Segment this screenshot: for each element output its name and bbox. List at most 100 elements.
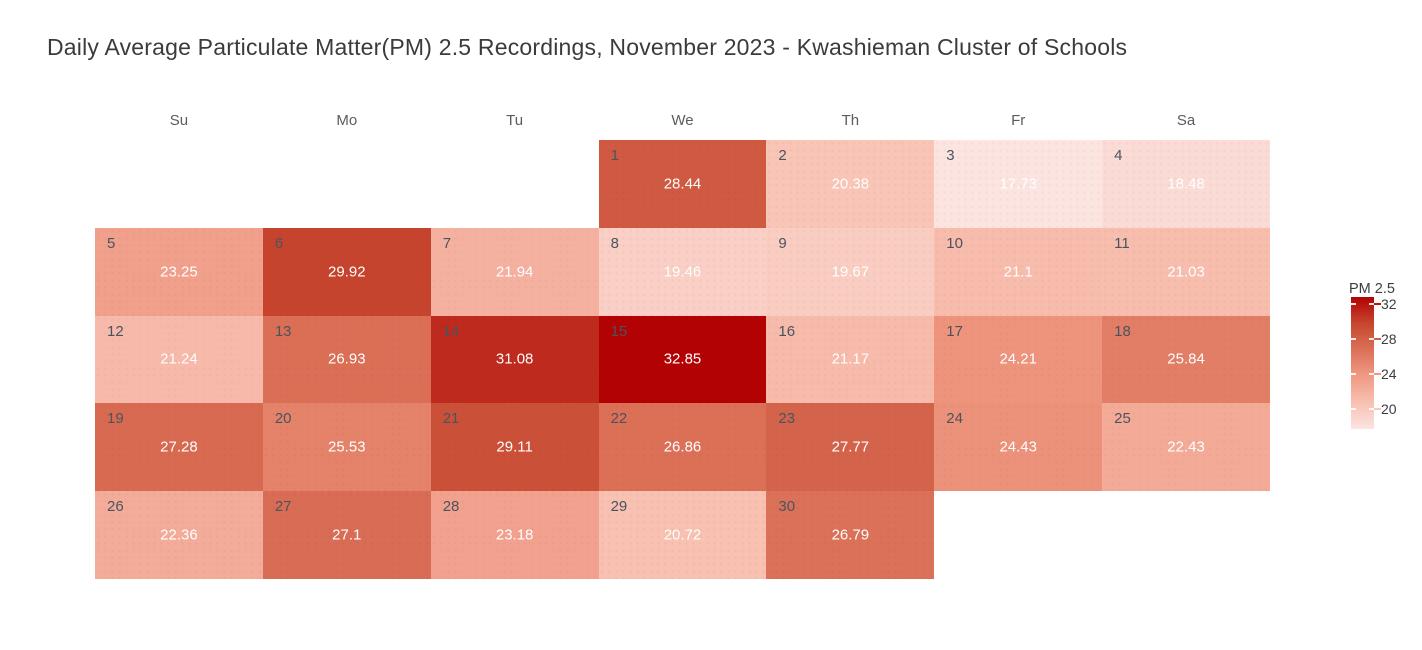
pm25-value: 27.77 — [831, 438, 870, 456]
pm25-value: 28.44 — [663, 175, 702, 193]
calendar-cell-day-7[interactable]: 7 21.94 — [430, 227, 599, 316]
calendar-cell-day-19[interactable]: 19 27.28 — [95, 403, 263, 492]
calendar-cell-day-29[interactable]: 29 20.72 — [598, 491, 767, 579]
day-number: 1 — [610, 147, 619, 164]
weekday-header-th: Th — [841, 112, 860, 129]
pm25-value: 24.21 — [999, 350, 1037, 368]
legend-tick-dash-left — [1351, 373, 1356, 376]
calendar-cell-day-5[interactable]: 5 23.25 — [95, 227, 263, 316]
calendar-cell-day-13[interactable]: 13 26.93 — [262, 315, 431, 404]
day-number: 24 — [946, 410, 963, 428]
pm25-value: 31.08 — [495, 350, 534, 368]
legend-tick-mark — [1374, 373, 1381, 376]
pm25-value: 21.03 — [1167, 263, 1205, 281]
legend-tick-mark — [1374, 303, 1381, 306]
day-number: 26 — [107, 498, 124, 516]
weekday-header-su: Su — [169, 112, 189, 129]
calendar-cell-day-24[interactable]: 24 24.43 — [934, 403, 1103, 492]
pm25-value: 20.38 — [831, 175, 870, 193]
calendar-cell-day-1[interactable]: 1 28.44 — [598, 140, 767, 228]
weekday-header-mo: Mo — [336, 112, 358, 129]
day-number: 29 — [610, 498, 628, 516]
calendar-cell-day-23[interactable]: 23 27.77 — [766, 403, 935, 492]
day-number: 25 — [1114, 410, 1131, 428]
weekday-header-fr: Fr — [1011, 112, 1026, 129]
legend-tick-dash-left — [1351, 303, 1356, 306]
legend-tick-dash-left — [1351, 408, 1356, 411]
calendar-cell-day-10[interactable]: 10 21.1 — [934, 227, 1103, 316]
calendar-cell-day-15[interactable]: 15 32.85 — [598, 315, 767, 404]
calendar-heatmap-grid: 1 28.44 2 20.38 3 17.73 4 18.48 5 23.25 6 29.92 7 21.… — [95, 140, 1270, 579]
legend-tick-dash-right — [1369, 303, 1374, 306]
legend-tick-label: 24 — [1381, 366, 1397, 383]
pm25-value: 27.28 — [160, 438, 198, 456]
calendar-cell-day-11[interactable]: 11 21.03 — [1102, 227, 1270, 316]
day-number: 13 — [274, 322, 292, 340]
weekday-header-tu: Tu — [506, 112, 524, 129]
pm25-value: 21.1 — [1003, 263, 1033, 281]
calendar-cell-day-22[interactable]: 22 26.86 — [598, 403, 767, 492]
day-number: 28 — [442, 498, 460, 516]
colorbar-gradient — [1351, 297, 1374, 429]
chart-title: Daily Average Particulate Matter(PM) 2.5… — [47, 34, 1128, 60]
pm25-value: 27.1 — [332, 526, 362, 544]
day-number: 11 — [1114, 234, 1130, 252]
calendar-cell-day-9[interactable]: 9 19.67 — [766, 227, 935, 316]
pm25-value: 25.53 — [328, 438, 366, 456]
calendar-cell-day-8[interactable]: 8 19.46 — [598, 227, 767, 316]
day-number: 19 — [107, 410, 124, 428]
pm25-value: 19.67 — [831, 263, 870, 281]
calendar-cell-day-28[interactable]: 28 23.18 — [430, 491, 599, 579]
calendar-cell-day-6[interactable]: 6 29.92 — [262, 227, 431, 316]
day-number: 22 — [610, 410, 628, 428]
day-number: 14 — [442, 322, 460, 340]
day-number: 21 — [442, 410, 460, 428]
day-number: 23 — [778, 410, 796, 428]
day-number: 4 — [1114, 147, 1123, 164]
legend-tick-mark — [1374, 408, 1381, 411]
calendar-cell-day-12[interactable]: 12 21.24 — [95, 315, 263, 404]
calendar-cell-day-20[interactable]: 20 25.53 — [262, 403, 431, 492]
calendar-cell-day-3[interactable]: 3 17.73 — [934, 140, 1103, 228]
pm25-value: 23.25 — [160, 263, 198, 281]
legend-tick-label: 28 — [1381, 331, 1397, 348]
day-number: 6 — [274, 234, 284, 252]
colorbar-legend: PM 2.5 32 28 24 20 — [1347, 281, 1422, 429]
day-number: 3 — [946, 147, 955, 164]
calendar-cell-day-16[interactable]: 16 21.17 — [766, 315, 935, 404]
calendar-cell-day-21[interactable]: 21 29.11 — [430, 403, 599, 492]
pm25-value: 26.86 — [663, 438, 702, 456]
legend-tick-dash-right — [1369, 338, 1374, 341]
weekday-header-we: We — [671, 112, 694, 129]
day-number: 5 — [107, 234, 116, 252]
calendar-cell-day-17[interactable]: 17 24.21 — [934, 315, 1103, 404]
pm25-value: 22.43 — [1167, 438, 1205, 456]
weekday-header-row: Su Mo Tu We Th Fr Sa — [95, 112, 1270, 129]
weekday-header-sa: Sa — [1176, 112, 1196, 129]
pm25-value: 25.84 — [1167, 350, 1205, 368]
pm25-value: 26.79 — [831, 526, 870, 544]
day-number: 30 — [778, 498, 796, 516]
calendar-cell-day-27[interactable]: 27 27.1 — [262, 491, 431, 579]
day-number: 15 — [610, 322, 628, 340]
pm25-value: 32.85 — [663, 350, 702, 368]
calendar-cell-day-25[interactable]: 25 22.43 — [1102, 403, 1270, 492]
calendar-cell-day-4[interactable]: 4 18.48 — [1102, 140, 1270, 228]
calendar-cell-day-18[interactable]: 18 25.84 — [1102, 315, 1270, 404]
day-number: 8 — [610, 234, 619, 252]
calendar-cell-day-2[interactable]: 2 20.38 — [766, 140, 935, 228]
pm25-value: 24.43 — [999, 438, 1037, 456]
day-number: 7 — [442, 234, 452, 252]
pm25-value: 19.46 — [663, 263, 702, 281]
day-number: 16 — [778, 322, 796, 340]
calendar-cell-day-26[interactable]: 26 22.36 — [95, 491, 263, 579]
day-number: 10 — [946, 234, 963, 252]
day-number: 9 — [778, 234, 787, 252]
legend-tick-dash-right — [1369, 373, 1374, 376]
calendar-cell-day-14[interactable]: 14 31.08 — [430, 315, 599, 404]
pm25-value: 26.93 — [328, 350, 366, 368]
pm25-value: 20.72 — [663, 526, 702, 544]
legend-tick-label: 32 — [1381, 296, 1397, 313]
calendar-cell-day-30[interactable]: 30 26.79 — [766, 491, 935, 579]
